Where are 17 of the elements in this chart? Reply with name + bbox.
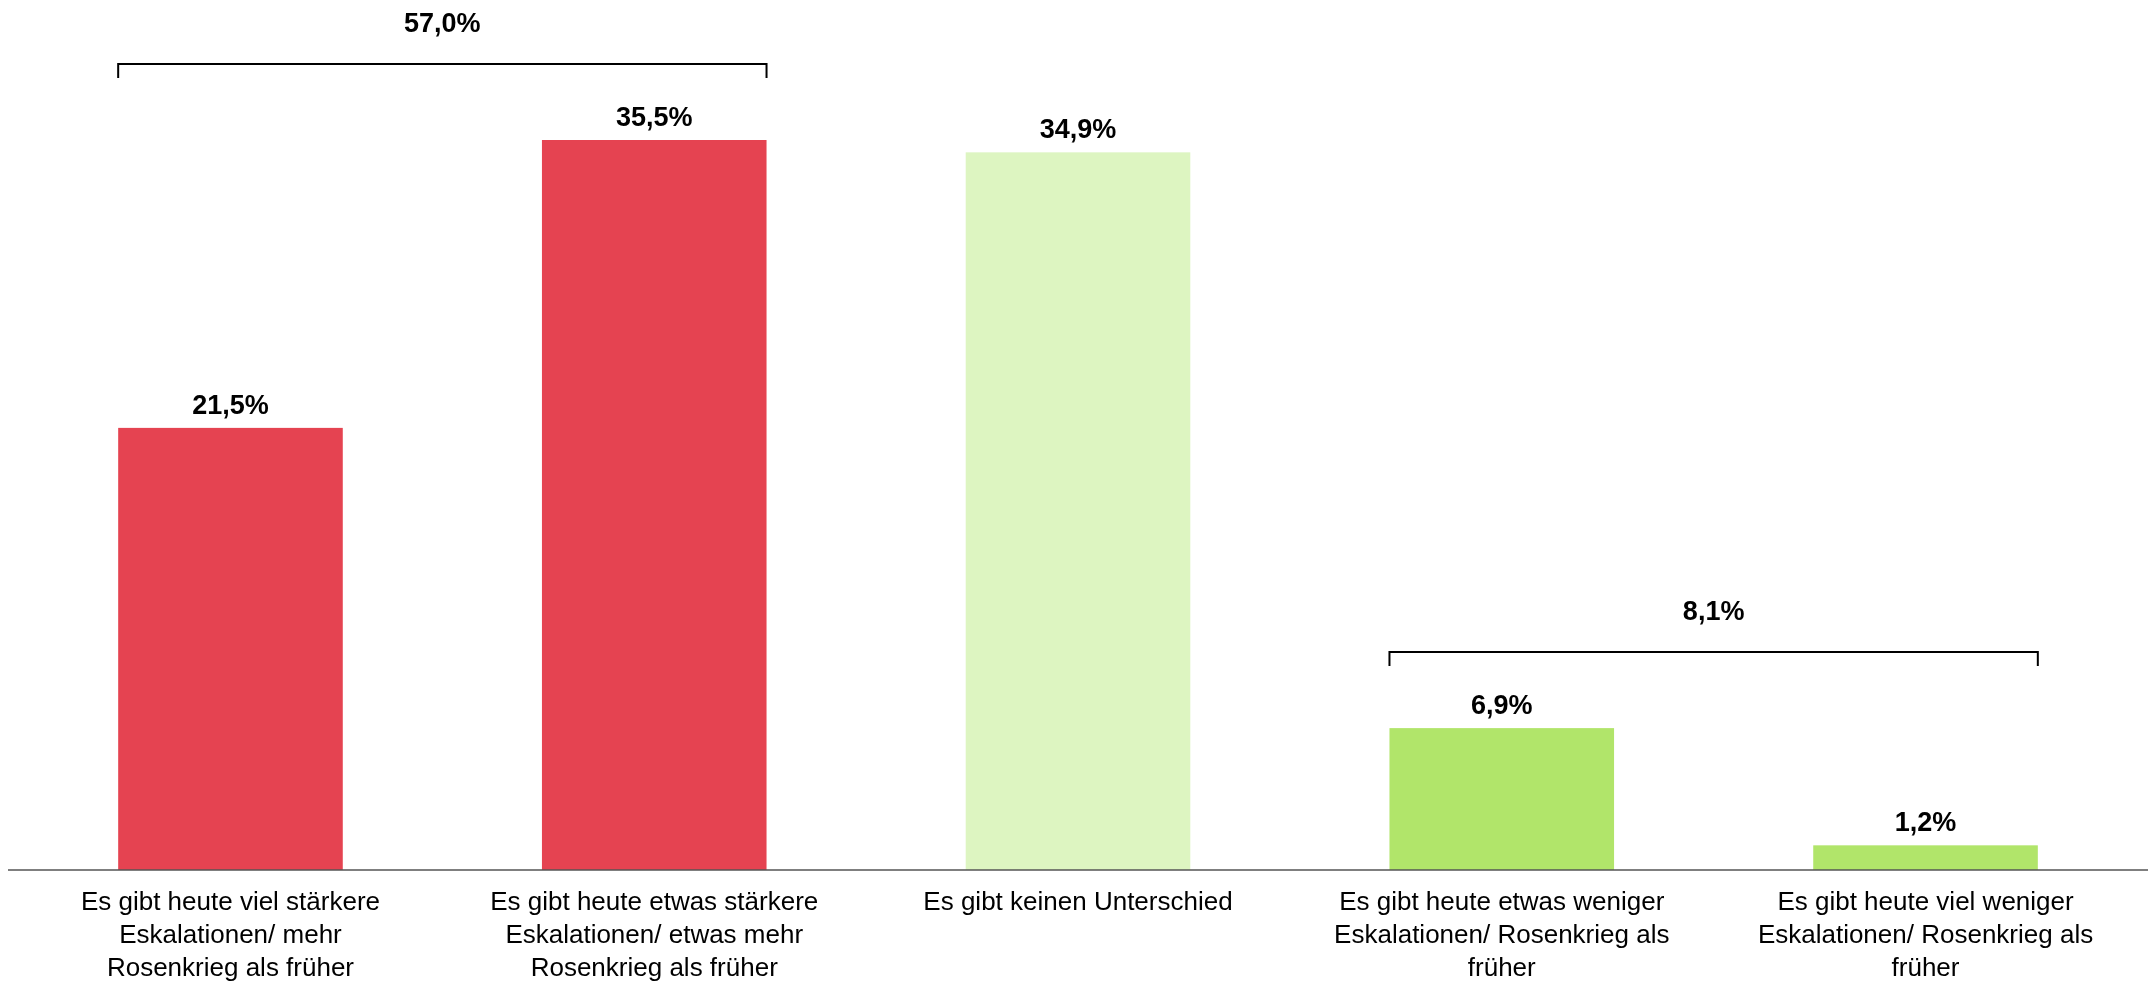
data-label: 34,9% (1039, 114, 1117, 145)
data-label: 1,2% (1894, 807, 1957, 838)
data-label: 21,5% (192, 389, 269, 420)
bar (541, 140, 767, 870)
x-tick-label: Es gibt keinen Unterschied (923, 886, 1233, 916)
bar (1813, 845, 2038, 870)
bar (118, 427, 343, 870)
data-label: 35,5% (615, 102, 693, 132)
x-tick-label: Es gibt heute etwas weniger Eskalationen/ Rosenkrieg als früher (1334, 886, 1670, 982)
x-tick-label: Es gibt heute viel weniger Eskalationen/ Rosenkrieg als früher (1757, 886, 2094, 982)
x-tick-label: Es gibt heute etwas stärkere Eskalationen/ etwas mehr Rosenkrieg als früher (490, 886, 819, 982)
text: 57,0% (404, 8, 481, 38)
x-tick-label: Es gibt heute viel stärkere Eskalationen/ mehr Rosenkrieg als früher (80, 886, 381, 982)
data-label: 6,9% (1470, 690, 1533, 721)
bar (1389, 728, 1615, 870)
annotation: 8,1% (1682, 596, 1745, 627)
bar (965, 152, 1191, 870)
